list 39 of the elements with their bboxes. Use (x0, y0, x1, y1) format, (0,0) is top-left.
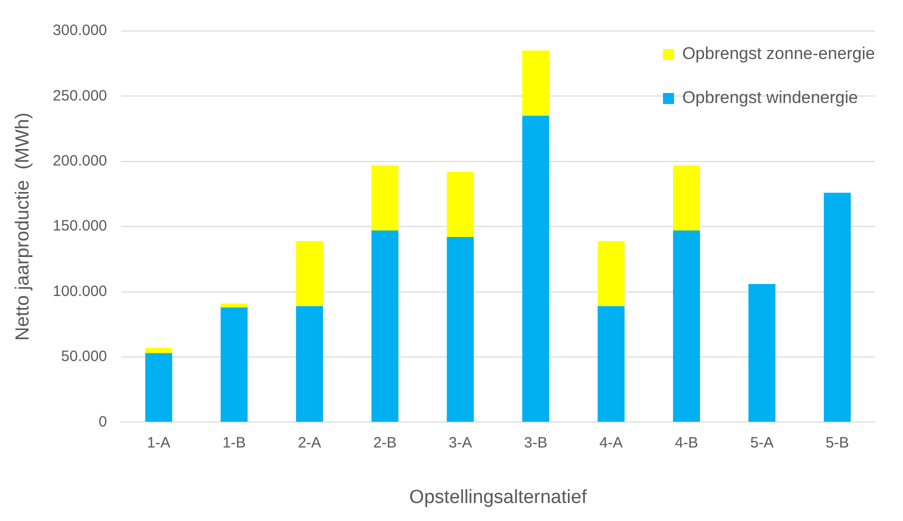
bar (673, 230, 700, 422)
bar (220, 307, 248, 422)
x-tick-label: 1-A (147, 434, 170, 452)
bar (296, 240, 323, 306)
bar (824, 192, 851, 422)
bar (598, 240, 625, 306)
x-tick-label: 3-B (524, 434, 548, 452)
x-tick-label: 4-B (674, 434, 698, 452)
bar (296, 306, 323, 422)
y-tick-label: 150.000 (52, 218, 108, 235)
bar (673, 165, 700, 231)
bar (145, 353, 172, 422)
y-tick-label: 250.000 (52, 87, 108, 104)
x-tick-label: 1-B (222, 434, 246, 452)
x-tick-label: 5-B (826, 434, 849, 452)
bar (371, 230, 398, 422)
x-tick-label: 2-A (298, 434, 322, 452)
x-tick-label: 4-A (599, 434, 623, 452)
x-axis-title: Opstellingsalternatief (409, 486, 588, 508)
bar (748, 284, 776, 422)
x-tick-label: 2-B (373, 434, 397, 452)
legend-label: Opbrengst windenergie (682, 88, 858, 108)
legend-label: Opbrengst zonne-energie (682, 44, 875, 64)
y-tick-label: 0 (98, 413, 108, 430)
bar (522, 50, 550, 116)
y-tick-label: 50.000 (61, 348, 108, 366)
bar (446, 172, 474, 238)
y-axis-title: Netto jaarproductie (MWh) (12, 112, 34, 341)
x-tick-label: 5-A (750, 434, 774, 452)
y-tick-label: 300.000 (52, 22, 108, 40)
y-tick-label: 100.000 (52, 282, 108, 300)
bar (220, 304, 248, 308)
bar (598, 306, 625, 422)
x-tick-label: 3-A (448, 434, 472, 452)
bar (371, 165, 398, 231)
y-tick-label: 200.000 (52, 152, 108, 170)
bar (145, 348, 172, 354)
bar (446, 237, 474, 422)
bar (522, 116, 550, 422)
